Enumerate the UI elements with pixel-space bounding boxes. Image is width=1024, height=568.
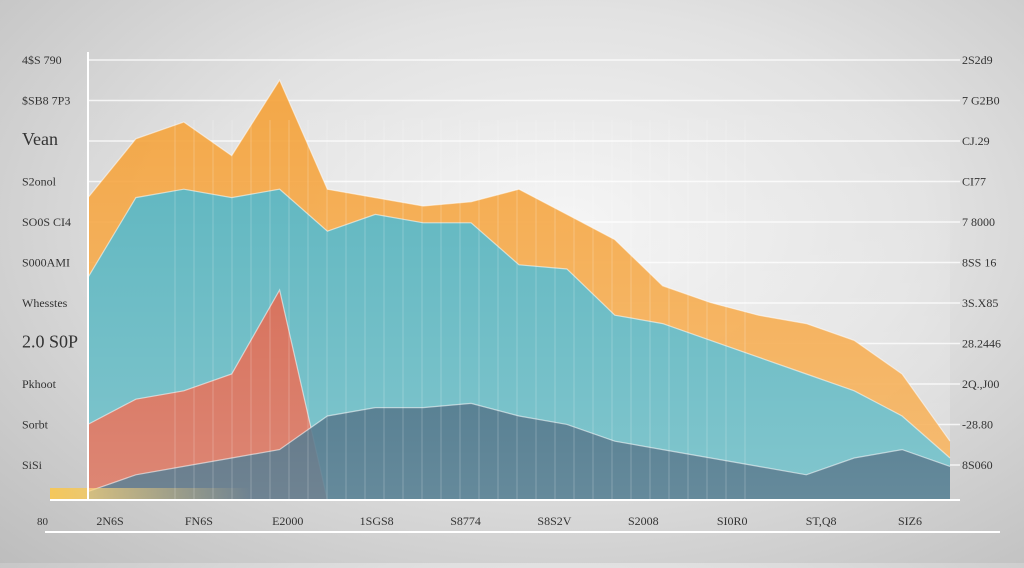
- x-axis-label: S8774: [450, 514, 481, 528]
- left-axis-label: Sorbt: [22, 418, 49, 432]
- right-axis-label: -28.80: [962, 418, 993, 432]
- left-axis-label: S2onol: [22, 175, 57, 189]
- left-axis-label: 4$S 790: [22, 53, 62, 67]
- corner-label: 80: [37, 516, 49, 528]
- axis-group: 80: [37, 52, 1000, 533]
- left-axis-label: $SB8 7P3: [22, 94, 70, 108]
- left-axis-label: SO0S CI4: [22, 215, 71, 229]
- x-axis-label: FN6S: [185, 514, 213, 528]
- x-axis-label: 2N6S: [96, 514, 123, 528]
- stripe-overlay: [88, 80, 950, 500]
- left-axis-label: 2.0 S0P: [22, 332, 78, 352]
- right-axis-label: CJ.29: [962, 134, 990, 148]
- fade-overlay: [88, 80, 950, 500]
- left-axis-label: SiSi: [22, 458, 43, 472]
- x-axis-label: S8S2V: [537, 514, 571, 528]
- right-axis-label: 2Q.,J00: [962, 377, 999, 391]
- left-axis-label: Whesstes: [22, 296, 68, 310]
- x-axis-label: SI0R0: [717, 514, 748, 528]
- x-axis-label: E2000: [272, 514, 303, 528]
- right-axis-label: 7 G2B0: [962, 94, 1000, 108]
- left-axis-label: Pkhoot: [22, 377, 57, 391]
- left-axis-labels: 4$S 790 $SB8 7P3 Vean S2onol SO0S CI4 S000AMI…: [22, 53, 78, 472]
- right-axis-label: 7 8000: [962, 215, 995, 229]
- right-axis-label: 2S2d9: [962, 53, 993, 67]
- right-axis-label: 8SS 16: [962, 256, 996, 270]
- right-axis-label: 8S060: [962, 458, 993, 472]
- x-axis-label: S2008: [628, 514, 659, 528]
- x-axis-label: ST,Q8: [806, 514, 837, 528]
- right-axis-label: 28.2446: [962, 337, 1001, 351]
- x-axis-labels: 2N6S FN6S E2000 1SGS8 S8774 S8S2V S2008 SI0R0 ST…: [96, 514, 922, 528]
- x-axis-label: 1SGS8: [360, 514, 394, 528]
- right-axis-label: CI77: [962, 175, 986, 189]
- left-axis-label: Vean: [22, 129, 58, 149]
- right-axis-label: 3S.X85: [962, 296, 998, 310]
- x-axis-label: SIZ6: [898, 514, 922, 528]
- right-axis-labels: 2S2d9 7 G2B0 CJ.29 CI77 7 8000 8SS 16 3S.X85 28…: [962, 53, 1001, 472]
- left-axis-label: S000AMI: [22, 256, 70, 270]
